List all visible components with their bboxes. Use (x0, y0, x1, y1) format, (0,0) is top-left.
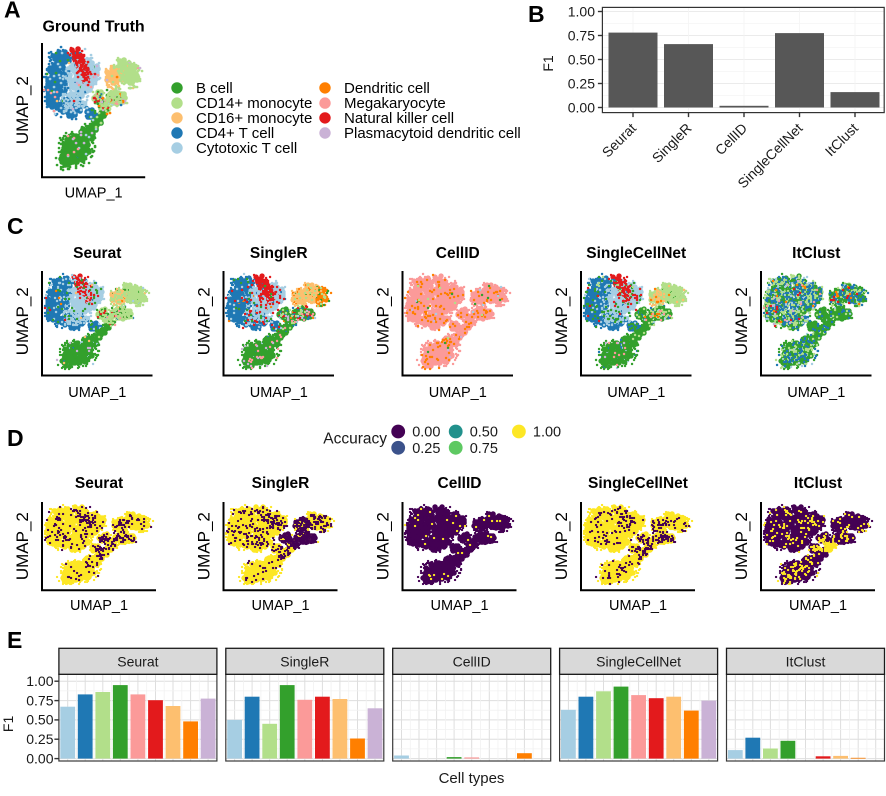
svg-text:UMAP_2: UMAP_2 (13, 287, 32, 355)
svg-text:SingleCellNet: SingleCellNet (586, 245, 686, 262)
svg-text:UMAP_2: UMAP_2 (374, 512, 393, 580)
svg-text:ItClust: ItClust (786, 654, 826, 670)
svg-text:UMAP_2: UMAP_2 (374, 287, 393, 355)
svg-text:CellID: CellID (453, 654, 491, 670)
svg-text:UMAP_1: UMAP_1 (429, 385, 487, 401)
svg-text:B: B (528, 1, 545, 27)
svg-text:0.50: 0.50 (568, 51, 595, 67)
svg-text:CellID: CellID (436, 245, 480, 262)
svg-text:Ground Truth: Ground Truth (42, 19, 144, 36)
svg-text:0.00: 0.00 (26, 750, 53, 766)
svg-text:UMAP_1: UMAP_1 (70, 598, 128, 614)
svg-text:Accuracy: Accuracy (323, 431, 387, 448)
svg-text:Cell types: Cell types (439, 770, 505, 787)
svg-text:Plasmacytoid dendritic cell: Plasmacytoid dendritic cell (344, 125, 521, 142)
svg-text:SingleR: SingleR (252, 475, 310, 492)
svg-text:0.25: 0.25 (412, 441, 440, 457)
svg-text:ItClust: ItClust (792, 245, 840, 262)
svg-text:UMAP_2: UMAP_2 (732, 287, 751, 355)
svg-text:Cytotoxic T cell: Cytotoxic T cell (196, 140, 297, 157)
svg-text:UMAP_2: UMAP_2 (13, 512, 32, 580)
svg-text:1.00: 1.00 (568, 3, 595, 19)
svg-text:Natural killer cell: Natural killer cell (344, 110, 454, 127)
svg-text:UMAP_2: UMAP_2 (552, 512, 571, 580)
svg-text:A: A (4, 0, 21, 23)
svg-text:Megakaryocyte: Megakaryocyte (344, 95, 446, 112)
svg-text:0.25: 0.25 (568, 75, 595, 91)
svg-text:Seurat: Seurat (117, 654, 158, 670)
svg-text:SingleR: SingleR (280, 654, 329, 670)
svg-text:0.50: 0.50 (470, 425, 498, 441)
svg-text:D: D (7, 425, 24, 451)
svg-text:Seurat: Seurat (73, 245, 121, 262)
svg-text:UMAP_1: UMAP_1 (787, 385, 845, 401)
svg-text:UMAP_2: UMAP_2 (552, 287, 571, 355)
svg-text:CellID: CellID (438, 475, 482, 492)
svg-text:UMAP_1: UMAP_1 (65, 186, 123, 202)
svg-text:CD16+ monocyte: CD16+ monocyte (196, 110, 312, 127)
svg-text:B cell: B cell (196, 80, 233, 97)
svg-text:CD4+ T cell: CD4+ T cell (196, 125, 274, 142)
svg-text:UMAP_1: UMAP_1 (250, 385, 308, 401)
svg-text:E: E (7, 627, 22, 653)
svg-text:UMAP_2: UMAP_2 (732, 512, 751, 580)
svg-text:UMAP_1: UMAP_1 (609, 598, 667, 614)
svg-text:0.25: 0.25 (26, 731, 53, 747)
svg-text:Seurat: Seurat (75, 475, 123, 492)
svg-text:0.00: 0.00 (412, 425, 440, 441)
svg-text:F1: F1 (0, 716, 16, 733)
svg-text:UMAP_2: UMAP_2 (195, 287, 214, 355)
svg-text:F1: F1 (540, 55, 556, 72)
svg-text:UMAP_1: UMAP_1 (68, 385, 126, 401)
svg-text:UMAP_2: UMAP_2 (13, 76, 32, 144)
svg-text:SingleCellNet: SingleCellNet (588, 475, 688, 492)
svg-text:Dendritic cell: Dendritic cell (344, 80, 430, 97)
svg-text:SingleCellNet: SingleCellNet (596, 654, 681, 670)
svg-text:UMAP_1: UMAP_1 (607, 385, 665, 401)
svg-text:0.75: 0.75 (568, 27, 595, 43)
svg-text:0.75: 0.75 (26, 692, 53, 708)
svg-text:SingleR: SingleR (250, 245, 308, 262)
svg-text:UMAP_1: UMAP_1 (251, 598, 309, 614)
svg-text:UMAP_1: UMAP_1 (789, 598, 847, 614)
svg-text:CD14+ monocyte: CD14+ monocyte (196, 95, 312, 112)
svg-text:UMAP_1: UMAP_1 (430, 598, 488, 614)
svg-text:UMAP_2: UMAP_2 (195, 512, 214, 580)
svg-text:ItClust: ItClust (794, 475, 842, 492)
svg-text:0.75: 0.75 (470, 441, 498, 457)
svg-text:1.00: 1.00 (26, 673, 53, 689)
svg-text:C: C (7, 213, 24, 239)
svg-text:0.50: 0.50 (26, 712, 53, 728)
svg-text:1.00: 1.00 (533, 425, 561, 441)
svg-text:0.00: 0.00 (568, 99, 595, 115)
